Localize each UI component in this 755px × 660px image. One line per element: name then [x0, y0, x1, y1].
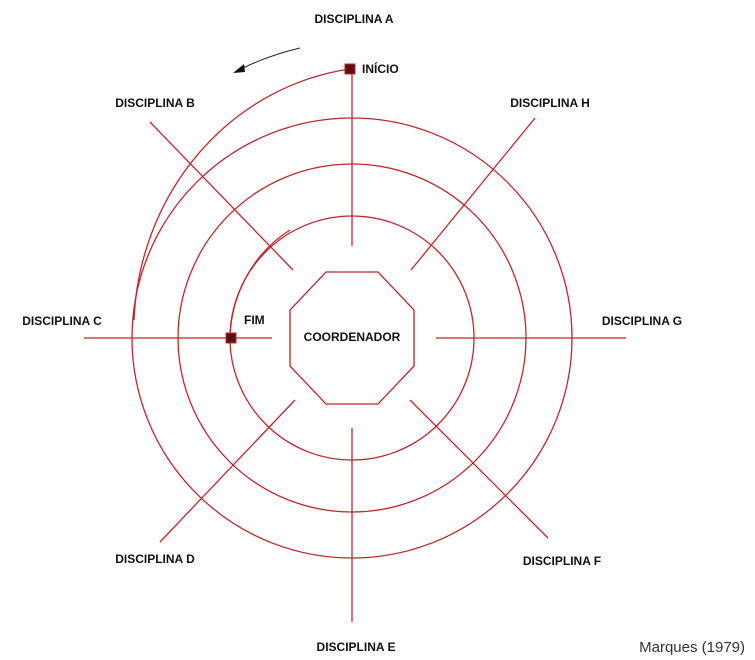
spoke: [159, 399, 296, 543]
spoke: [409, 399, 549, 539]
end-label: FIM: [244, 313, 265, 327]
spokes: [84, 72, 626, 622]
discipline-label: DISCIPLINA B: [115, 96, 195, 110]
discipline-label: DISCIPLINA D: [115, 552, 195, 566]
citation: Marques (1979): [639, 639, 745, 656]
spoke: [410, 117, 536, 271]
discipline-label: DISCIPLINA F: [523, 554, 601, 568]
end-marker: [225, 332, 237, 344]
direction-arrow: [242, 47, 301, 69]
center-label: COORDENADOR: [304, 330, 401, 344]
spoke: [149, 121, 294, 271]
start-label: INÍCIO: [362, 61, 399, 76]
discipline-label: DISCIPLINA C: [22, 314, 102, 328]
discipline-label: DISCIPLINA G: [602, 314, 682, 328]
discipline-label: DISCIPLINA H: [510, 96, 590, 110]
spiral-end: [229, 229, 291, 339]
start-marker: [344, 63, 356, 75]
arrow-head: [233, 64, 245, 73]
discipline-label: DISCIPLINA E: [317, 640, 396, 654]
center-octagon: [289, 271, 415, 405]
discipline-label: DISCIPLINA A: [314, 12, 393, 26]
spiral-start: [133, 68, 351, 321]
